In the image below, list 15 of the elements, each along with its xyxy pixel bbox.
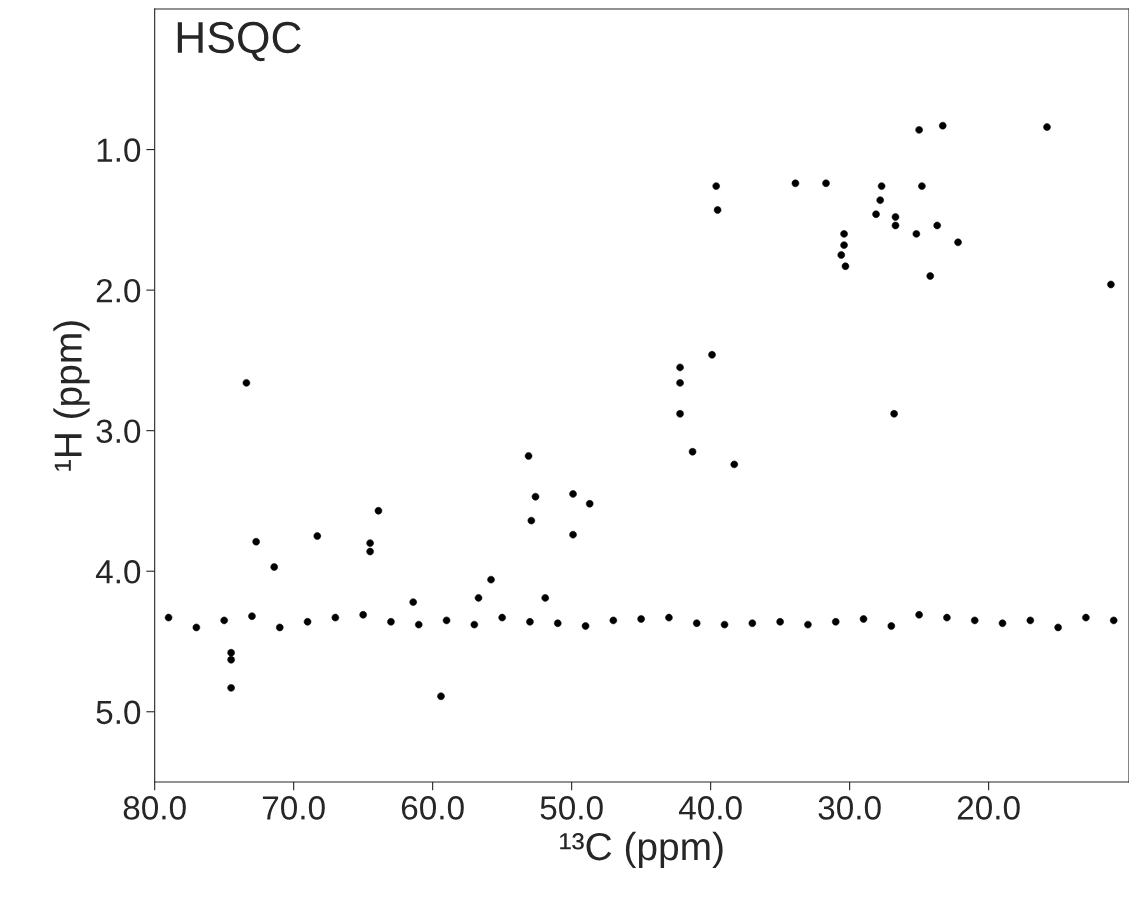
y-tick-label: 4.0: [95, 560, 141, 584]
x-tick-label: 50.0: [540, 796, 603, 820]
y-tick-label: 1.0: [97, 138, 141, 162]
x-axis-title: ¹³C (ppm): [560, 831, 723, 869]
y-tick-label: 2.0: [96, 278, 141, 303]
y-tick-label: 5.0: [96, 700, 141, 725]
x-tick-label: 60.0: [401, 796, 464, 820]
chart-title: HSQC: [177, 21, 301, 62]
x-tick-label: 40.0: [678, 796, 742, 820]
x-tick-label: 30.0: [818, 796, 881, 820]
x-tick-label: 80.0: [123, 796, 186, 820]
y-tick-label: 3.0: [96, 419, 141, 444]
y-axis-title: ¹H (ppm): [53, 321, 90, 471]
x-tick-label: 20.0: [957, 796, 1020, 820]
x-tick-label: 70.0: [262, 796, 325, 820]
